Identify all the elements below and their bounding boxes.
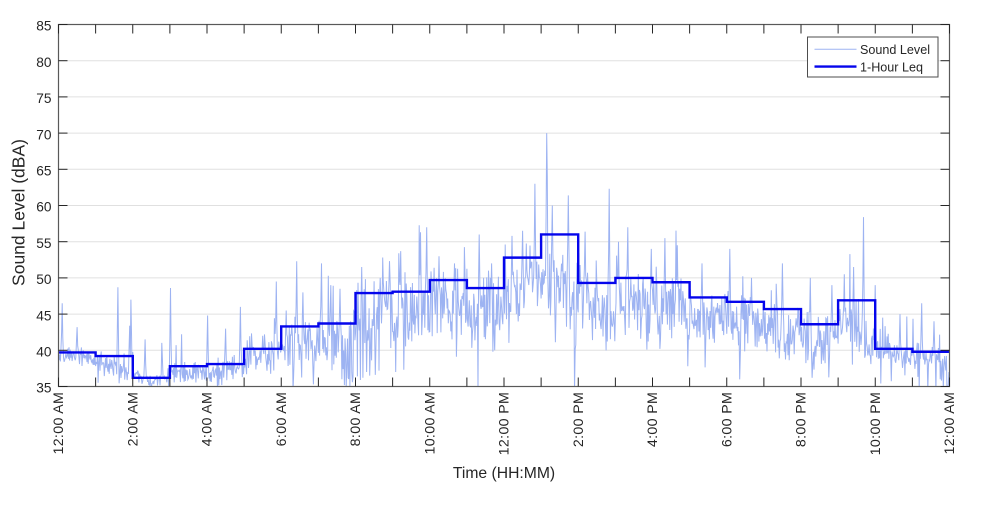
svg-text:40: 40 xyxy=(36,345,52,360)
svg-text:1-Hour Leq: 1-Hour Leq xyxy=(860,61,923,75)
svg-text:8:00 PM: 8:00 PM xyxy=(794,392,810,447)
svg-text:2:00 PM: 2:00 PM xyxy=(571,392,587,447)
svg-text:Time (HH:MM): Time (HH:MM) xyxy=(453,465,555,482)
svg-text:75: 75 xyxy=(36,91,52,106)
svg-text:12:00 AM: 12:00 AM xyxy=(942,392,958,455)
svg-text:12:00 AM: 12:00 AM xyxy=(51,392,67,455)
svg-text:55: 55 xyxy=(36,236,52,251)
svg-text:6:00 PM: 6:00 PM xyxy=(719,392,735,447)
svg-text:70: 70 xyxy=(36,127,52,142)
svg-text:85: 85 xyxy=(36,19,52,34)
svg-text:80: 80 xyxy=(36,55,52,70)
svg-text:2:00 AM: 2:00 AM xyxy=(125,392,141,447)
svg-text:60: 60 xyxy=(36,200,52,215)
svg-text:45: 45 xyxy=(36,308,52,323)
svg-text:12:00 PM: 12:00 PM xyxy=(497,392,513,456)
svg-text:35: 35 xyxy=(36,381,52,396)
svg-text:10:00 PM: 10:00 PM xyxy=(868,392,884,456)
svg-text:4:00 AM: 4:00 AM xyxy=(200,392,216,447)
svg-text:4:00 PM: 4:00 PM xyxy=(645,392,661,447)
svg-text:50: 50 xyxy=(36,272,52,287)
svg-text:Sound Level (dBA): Sound Level (dBA) xyxy=(9,139,29,286)
svg-text:Sound Level: Sound Level xyxy=(860,43,930,57)
svg-text:6:00 AM: 6:00 AM xyxy=(274,392,290,447)
svg-text:10:00 AM: 10:00 AM xyxy=(422,392,438,455)
svg-text:65: 65 xyxy=(36,164,52,179)
svg-text:8:00 AM: 8:00 AM xyxy=(348,392,364,447)
